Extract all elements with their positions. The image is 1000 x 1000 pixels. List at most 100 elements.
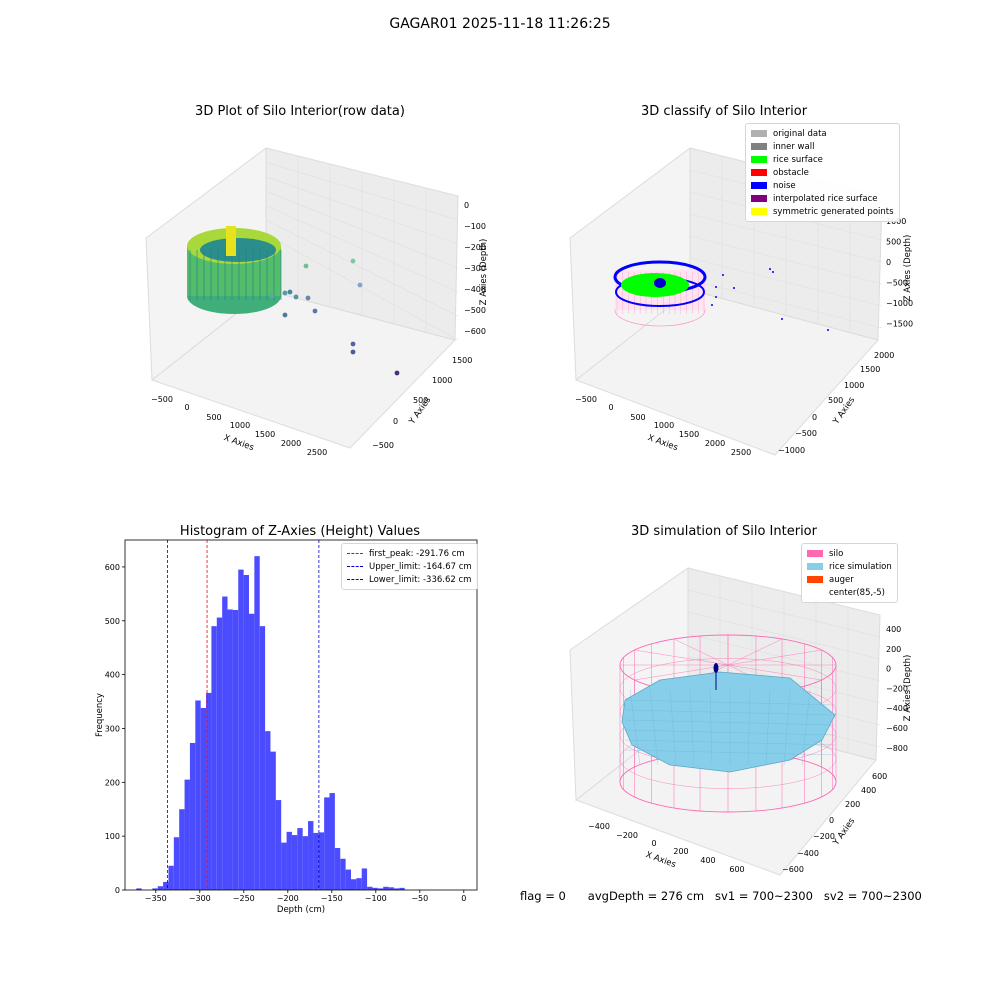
legend-swatch — [751, 169, 767, 176]
p1-z-tick: −400 — [464, 285, 486, 294]
p4-rice-mesh — [689, 689, 695, 766]
p3-hist-bar — [227, 609, 233, 890]
p4-silo-spoke — [727, 638, 783, 666]
p4-rice-surface — [621, 671, 836, 773]
p1-x-tick: 0 — [184, 403, 189, 412]
p4-z-tick: 0 — [886, 665, 891, 674]
p3-hist-bar — [291, 835, 298, 890]
p1-outlier-point — [287, 289, 293, 295]
p2-x-tick: 500 — [630, 413, 645, 422]
p3-x-tick: −250 — [233, 894, 255, 903]
p2-x-tick: 2500 — [731, 448, 751, 457]
legend-item-rice-simulation: rice simulation — [807, 560, 892, 573]
p4-x-tick: −200 — [616, 831, 638, 840]
legend-label: Lower_limit: -336.62 cm — [369, 574, 472, 585]
p3-hist-bar — [297, 828, 303, 890]
p4-auger — [713, 663, 719, 673]
p3-hist-bar — [232, 610, 239, 890]
p3-hist-bar — [313, 832, 319, 890]
p4-y-tick: 200 — [845, 800, 860, 809]
p3-hist-bar — [206, 692, 212, 890]
legend-label: first_peak: -291.76 cm — [369, 548, 465, 559]
p2-noise-point — [715, 286, 717, 288]
p2-z-tick: 500 — [886, 238, 901, 247]
p3-hist-bar — [216, 617, 223, 890]
status-flag: flag = 0 — [520, 889, 566, 903]
p1-z-tick: −200 — [464, 243, 486, 252]
p3-hist-bar — [238, 569, 244, 890]
p4-z-label: Z Axies (Depth) — [903, 655, 913, 722]
p2-z-tick: −1000 — [886, 299, 913, 308]
p1-outlier-point — [394, 370, 400, 376]
p1-y-tick: 500 — [413, 396, 428, 405]
p3-x-label: Depth (cm) — [277, 905, 325, 915]
p4-rice-mesh — [669, 689, 677, 766]
p3-hist-bar — [361, 868, 368, 890]
p4-z-tick: −800 — [886, 744, 908, 753]
legend-item-silo: silo — [807, 547, 892, 560]
p3-y-tick: 0 — [115, 886, 120, 895]
panel4-legend: silo rice simulation auger center(85,-5) — [801, 543, 898, 603]
legend-swatch — [807, 576, 823, 583]
p3-y-tick: 400 — [105, 671, 120, 680]
p1-cylinder-inner — [200, 238, 276, 262]
p3-x-tick: −200 — [277, 894, 299, 903]
p2-z-tick: −1500 — [886, 320, 913, 329]
p3-hist-bar — [393, 888, 400, 890]
p1-outlier-point — [282, 312, 288, 318]
p3-y-tick: 600 — [105, 563, 120, 572]
p2-x-tick: 1000 — [654, 421, 674, 430]
legend-label: silo — [829, 548, 844, 559]
p2-y-tick: 0 — [812, 413, 817, 422]
p4-rice-mesh — [624, 699, 836, 706]
p3-frame — [124, 539, 478, 891]
p4-rice-mesh — [649, 689, 659, 766]
p1-outlier-point — [350, 349, 356, 355]
p1-x-tick: 2000 — [281, 439, 301, 448]
p2-y-tick: 1000 — [844, 381, 864, 390]
legend-swatch — [751, 195, 767, 202]
p3-hist-bar — [383, 886, 389, 890]
p1-outlier-point — [303, 263, 309, 269]
p2-grid — [689, 257, 883, 307]
p4-y-tick: 400 — [861, 786, 876, 795]
p3-hist-bar — [388, 887, 394, 890]
legend-item-noise: noise — [751, 179, 894, 192]
legend-label: rice surface — [773, 154, 823, 165]
legend-label: Upper_limit: -164.67 cm — [369, 561, 472, 572]
p4-silo-spoke — [727, 664, 822, 681]
p3-y-tick: 100 — [105, 832, 120, 841]
legend-line — [347, 579, 363, 580]
p3-hist-bar — [200, 708, 207, 890]
p3-hist-bar — [329, 793, 335, 890]
p3-hist-bar — [189, 743, 196, 890]
p3-hist-bar — [136, 888, 142, 890]
legend-label: rice simulation — [829, 561, 892, 572]
p3-hist-bar — [275, 800, 282, 890]
legend-item-interpolated: interpolated rice surface — [751, 192, 894, 205]
legend-line — [347, 566, 363, 567]
p2-x-tick: 2000 — [705, 439, 725, 448]
legend-item-inner-wall: inner wall — [751, 140, 894, 153]
p3-hist-bar — [254, 556, 260, 890]
p3-hist-bar — [163, 881, 169, 890]
p2-y-tick: 500 — [828, 396, 843, 405]
legend-swatch — [751, 130, 767, 137]
p1-x-tick: 500 — [206, 413, 221, 422]
legend-label: obstacle — [773, 167, 809, 178]
p1-outlier-point — [293, 294, 299, 300]
p2-z-label: Z Axies (Depth) — [903, 235, 913, 302]
p4-grid — [687, 633, 881, 682]
p3-hist-bar — [168, 865, 174, 890]
p3-hist-bar — [356, 878, 362, 890]
legend-label: noise — [773, 180, 796, 191]
p4-x-tick: 400 — [700, 856, 715, 865]
p2-y-tick: −500 — [795, 429, 817, 438]
p4-z-tick: 200 — [886, 645, 901, 654]
legend-swatch — [751, 208, 767, 215]
panel3-title: Histogram of Z-Axies (Height) Values — [179, 524, 421, 539]
p3-hist-bar — [350, 879, 357, 890]
p2-y-tick: 1500 — [860, 365, 880, 374]
legend-swatch — [751, 156, 767, 163]
p4-silo-spoke — [634, 649, 729, 666]
